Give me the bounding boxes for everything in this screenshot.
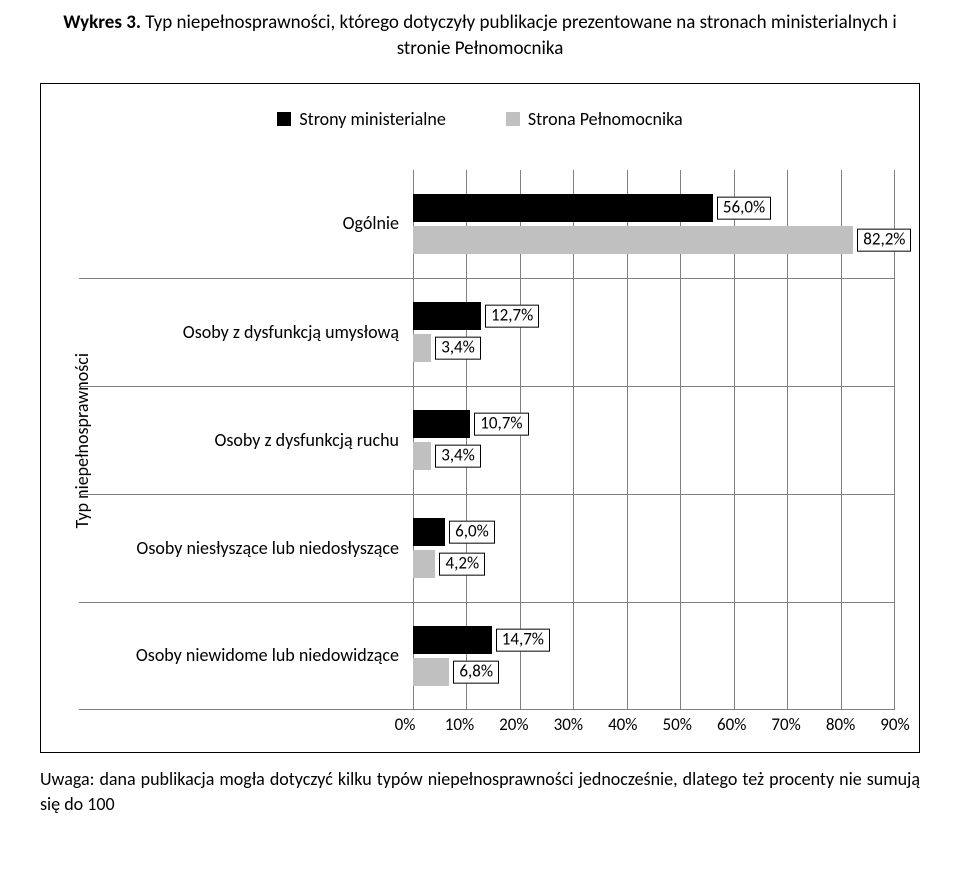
chart-frame: Strony ministerialne Strona Pełnomocnika…: [40, 83, 920, 753]
legend-label-series2: Strona Pełnomocnika: [528, 108, 683, 130]
value-label: 14,7%: [496, 629, 550, 652]
x-tick: 0%: [395, 714, 416, 735]
bar-s2: [413, 334, 431, 362]
bar-s2: [413, 226, 853, 254]
x-tick: 60%: [717, 714, 746, 735]
category-label: Osoby niesłyszące lub niedosłyszące: [93, 494, 413, 602]
value-label: 6,8%: [453, 661, 499, 684]
value-label: 12,7%: [485, 305, 539, 328]
x-tick: 20%: [499, 714, 528, 735]
bar-s1: [413, 302, 481, 330]
x-tick: 70%: [771, 714, 800, 735]
chart-title: Wykres 3. Typ niepełnosprawności, któreg…: [60, 10, 900, 61]
value-label: 10,7%: [474, 413, 528, 436]
x-tick: 90%: [880, 714, 909, 735]
value-label: 3,4%: [435, 337, 481, 360]
x-tick: 80%: [826, 714, 855, 735]
legend-label-series1: Strony ministerialne: [299, 108, 445, 130]
value-label: 4,2%: [439, 553, 485, 576]
title-rest: Typ niepełnosprawności, którego dotyczył…: [141, 11, 897, 60]
bar-group: 12,7%3,4%: [413, 278, 895, 386]
x-axis-ticks: 0%10%20%30%40%50%60%70%80%90%: [405, 714, 895, 738]
x-tick: 50%: [663, 714, 692, 735]
title-bold: Wykres 3.: [63, 11, 141, 34]
value-label: 3,4%: [435, 445, 481, 468]
bar-s2: [413, 442, 431, 470]
bars: 56,0%82,2%12,7%3,4%10,7%3,4%6,0%4,2%14,7…: [413, 170, 895, 710]
bar-s2: [413, 550, 435, 578]
bar-s1: [413, 410, 470, 438]
x-axis: 0%10%20%30%40%50%60%70%80%90%: [65, 714, 895, 738]
x-tick: 40%: [608, 714, 637, 735]
category-label: Osoby niewidome lub niedowidzące: [93, 602, 413, 710]
bar-s1: [413, 518, 445, 546]
bar-group: 6,0% 4,2%: [413, 494, 895, 602]
legend-item-series2: Strona Pełnomocnika: [506, 108, 683, 130]
bar-s1: [413, 194, 713, 222]
x-tick: 30%: [554, 714, 583, 735]
footnote: Uwaga: dana publikacja mogła dotyczyć ki…: [40, 767, 920, 816]
legend: Strony ministerialne Strona Pełnomocnika: [65, 108, 895, 130]
bar-group: 14,7% 6,8%: [413, 602, 895, 710]
category-label: Ogólnie: [93, 170, 413, 278]
category-labels: OgólnieOsoby z dysfunkcją umysłowąOsoby …: [93, 170, 413, 710]
y-axis-label: Typ niepełnosprawności: [65, 353, 93, 529]
category-label: Osoby z dysfunkcją umysłową: [93, 278, 413, 386]
bar-s2: [413, 658, 449, 686]
bar-group: 10,7% 3,4%: [413, 386, 895, 494]
x-tick: 10%: [445, 714, 474, 735]
bar-s1: [413, 626, 492, 654]
value-label: 56,0%: [717, 197, 771, 220]
value-label: 6,0%: [449, 521, 495, 544]
legend-swatch-series1: [277, 112, 291, 126]
category-label: Osoby z dysfunkcją ruchu: [93, 386, 413, 494]
legend-swatch-series2: [506, 112, 520, 126]
bar-group: 56,0%82,2%: [413, 170, 895, 278]
plot-area: 56,0%82,2%12,7%3,4%10,7%3,4%6,0%4,2%14,7…: [413, 170, 895, 710]
value-label: 82,2%: [857, 229, 911, 252]
legend-item-series1: Strony ministerialne: [277, 108, 445, 130]
